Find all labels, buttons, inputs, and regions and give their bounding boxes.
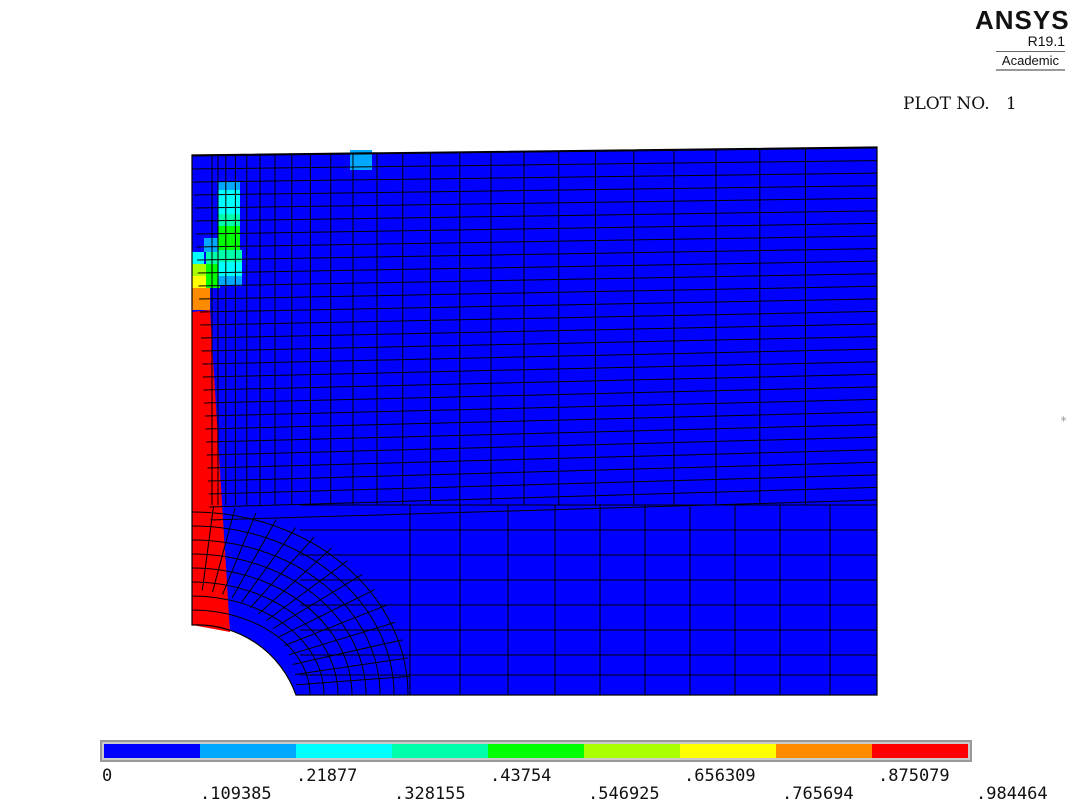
mesh-row-line-26 xyxy=(208,474,878,495)
model-outline xyxy=(191,146,878,696)
legend-band-2 xyxy=(296,744,392,758)
mesh-radial-line-14 xyxy=(294,657,408,676)
mesh-radial-line-11 xyxy=(284,604,387,646)
mesh-arc-line-6 xyxy=(191,525,395,696)
mesh-row-line-2 xyxy=(193,172,878,183)
mesh-row-line-1 xyxy=(192,160,878,170)
legend-label-1: .109385 xyxy=(200,784,272,804)
legend-label-2: .21877 xyxy=(296,766,358,786)
plot-number-label: PLOT NO. 1 xyxy=(903,94,1017,114)
legend-label-5: .546925 xyxy=(588,784,660,804)
hotspot-element-6 xyxy=(204,238,218,252)
mesh-row-line-15 xyxy=(201,336,878,352)
mesh-radial-line-15 xyxy=(296,675,411,686)
hotspot-element-3 xyxy=(192,252,204,264)
contour-legend-bar xyxy=(100,740,972,762)
mesh-arc-line-3 xyxy=(191,567,353,696)
mesh-grid xyxy=(191,146,878,696)
hotspot-element-1 xyxy=(192,276,208,288)
mesh-row-line-28 xyxy=(209,499,878,521)
mesh-row-line-11 xyxy=(199,285,878,300)
mesh-row-line-19 xyxy=(204,386,878,404)
legend-band-5 xyxy=(584,744,680,758)
mesh-row-line-5 xyxy=(195,210,878,222)
mesh-row-line-21 xyxy=(205,411,878,430)
mesh-arc-line-2 xyxy=(191,581,339,696)
hotspot-element-4 xyxy=(206,264,220,288)
mesh-row-line-3 xyxy=(193,185,878,196)
legend-label-4: .43754 xyxy=(490,766,552,786)
mesh-radial-line-10 xyxy=(279,588,376,638)
mesh-row-line-12 xyxy=(199,298,878,313)
mesh-arc-line-5 xyxy=(191,539,381,696)
edition-label: Academic xyxy=(995,51,1065,71)
mesh-row-line-10 xyxy=(198,273,878,287)
mesh-row-line-17 xyxy=(202,361,878,378)
hotspot-element-7 xyxy=(218,276,242,286)
focus-point-marker: * xyxy=(1060,414,1068,428)
mesh-radial-line-3 xyxy=(222,512,257,595)
legend-band-1 xyxy=(200,744,296,758)
mesh-arc-line-7 xyxy=(191,511,409,696)
mesh-row-line-27 xyxy=(209,486,878,508)
mesh-row-line-23 xyxy=(206,436,878,456)
legend-band-8 xyxy=(872,744,968,758)
mesh-arc-line-1 xyxy=(191,595,325,696)
hotspot-element-9 xyxy=(218,250,242,262)
legend-band-0 xyxy=(104,744,200,758)
hotspot-element-8 xyxy=(218,262,242,276)
mesh-row-line-0 xyxy=(191,147,878,157)
mesh-radial-line-5 xyxy=(241,527,297,603)
mesh-row-line-18 xyxy=(203,373,878,391)
mesh-row-line-6 xyxy=(195,222,878,235)
mesh-arc-line-4 xyxy=(191,553,367,696)
version-label: R19.1 xyxy=(1027,33,1065,49)
mesh-radial-line-9 xyxy=(272,574,363,629)
legend-band-7 xyxy=(776,744,872,758)
mesh-arc-line-0 xyxy=(191,609,311,696)
hotspot-element-14 xyxy=(218,190,240,202)
ansys-logo: ANSYS R19.1 Academic xyxy=(975,5,1070,71)
mesh-row-line-25 xyxy=(208,461,878,482)
hotspot-red-strip xyxy=(192,310,230,632)
mesh-radial-line-2 xyxy=(212,508,236,593)
legend-band-4 xyxy=(488,744,584,758)
legend-band-6 xyxy=(680,744,776,758)
brand-name: ANSYS xyxy=(975,5,1070,35)
hotspot-element-16 xyxy=(350,150,372,170)
mesh-row-line-20 xyxy=(204,398,878,417)
hotspot-element-11 xyxy=(218,226,240,238)
mesh-row-line-24 xyxy=(207,449,878,469)
legend-label-9: .984464 xyxy=(976,784,1048,804)
mesh-radial-line-8 xyxy=(265,560,348,622)
legend-label-6: .656309 xyxy=(684,766,756,786)
hotspot-elements xyxy=(192,150,372,632)
hotspot-element-5 xyxy=(206,252,220,264)
mesh-row-line-9 xyxy=(197,260,878,274)
mesh-row-line-4 xyxy=(194,197,878,209)
mesh-radial-line-4 xyxy=(231,519,277,599)
mesh-radial-line-1 xyxy=(201,505,215,591)
mesh-row-line-16 xyxy=(202,348,878,365)
legend-label-3: .328155 xyxy=(394,784,466,804)
hotspot-element-2 xyxy=(192,264,206,276)
mesh-row-line-14 xyxy=(200,323,878,339)
legend-label-8: .875079 xyxy=(878,766,950,786)
hotspot-element-10 xyxy=(218,238,240,250)
hotspot-element-15 xyxy=(218,182,240,190)
mesh-row-line-22 xyxy=(206,424,878,443)
mesh-row-line-13 xyxy=(200,310,878,326)
legend-band-3 xyxy=(392,744,488,758)
legend-label-7: .765694 xyxy=(782,784,854,804)
legend-label-0: 0 xyxy=(102,766,113,786)
